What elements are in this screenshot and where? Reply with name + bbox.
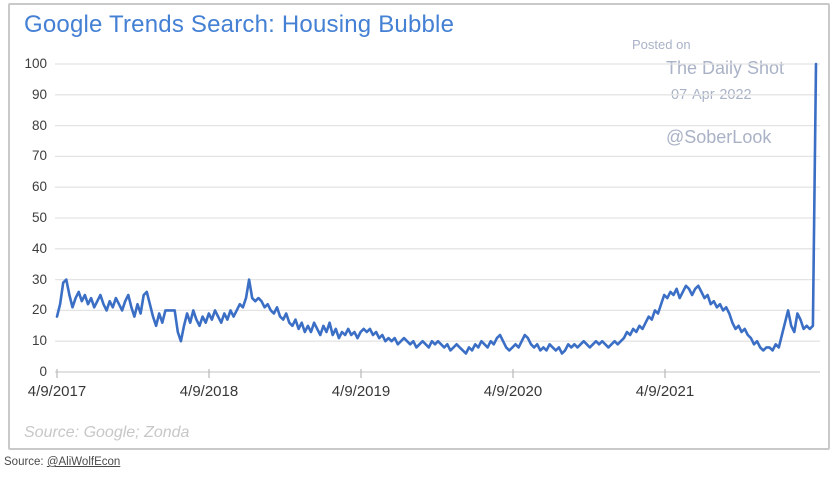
footer-source-prefix: Source:: [4, 456, 47, 468]
y-tick-label-30: 30: [31, 271, 47, 287]
y-tick-label-60: 60: [31, 179, 47, 195]
y-tick-label-40: 40: [31, 240, 47, 256]
y-tick-label-80: 80: [31, 117, 47, 133]
x-tick-label-4/9/2017: 4/9/2017: [27, 383, 87, 400]
y-tick-label-50: 50: [31, 210, 47, 225]
watermark-posted-on: Posted on: [632, 37, 691, 52]
footer-source: Source: @AliWolfEcon: [4, 456, 120, 468]
x-tick-label-4/9/2018: 4/9/2018: [179, 383, 239, 400]
y-tick-label-70: 70: [31, 148, 47, 164]
y-tick-label-20: 20: [31, 302, 47, 318]
x-tick-label-4/9/2021: 4/9/2021: [635, 383, 695, 400]
y-axis: 0 10 20 30 40 50 60 70 80 90 100: [0, 0, 47, 479]
y-tick-label-90: 90: [31, 86, 47, 102]
x-tick-label-4/9/2019: 4/9/2019: [331, 383, 391, 400]
chart-title: Google Trends Search: Housing Bubble: [24, 11, 455, 38]
chart-source-note: Source: Google; Zonda: [24, 424, 190, 441]
y-tick-label-10: 10: [31, 333, 47, 349]
x-tick-label-4/9/2020: 4/9/2020: [483, 383, 543, 400]
y-tick-label-0: 0: [39, 364, 47, 379]
footer-source-link[interactable]: @AliWolfEcon: [46, 456, 121, 468]
y-tick-label-100: 100: [24, 56, 47, 71]
